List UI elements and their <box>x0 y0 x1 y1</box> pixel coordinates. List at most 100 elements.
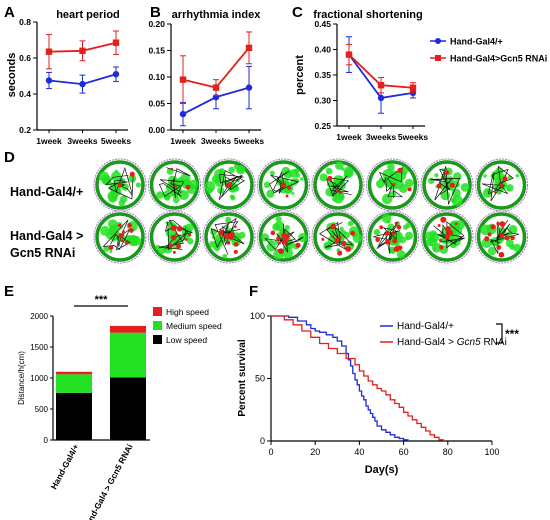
well-track-speck <box>376 179 385 189</box>
well-fast-speck <box>280 182 287 188</box>
well-track-speck <box>434 173 439 178</box>
well-track-speck <box>299 177 304 181</box>
panel-e-ylabel: Distance/h(cm) <box>17 351 26 405</box>
legend-marker-blue <box>435 38 441 44</box>
well-fast-speck <box>117 182 123 188</box>
well-track-speck <box>450 197 457 204</box>
well-fast-speck <box>439 245 444 250</box>
well-track-speck <box>266 242 276 252</box>
well-track-speck <box>405 231 414 240</box>
well-track-speck <box>101 174 112 185</box>
well-track-speck <box>453 172 462 181</box>
well-fast-speck <box>487 232 492 237</box>
panel-a-point <box>79 47 86 54</box>
well-fast-speck <box>278 248 285 255</box>
well-fast-speck <box>176 243 182 249</box>
well-fast-speck <box>172 250 176 254</box>
well-fast-speck <box>397 167 403 173</box>
well-fast-speck <box>498 251 505 258</box>
panel-f-xtick-label: 40 <box>354 447 364 457</box>
well-edge-track <box>476 212 527 262</box>
panel-b-xtick-label: 1week <box>170 136 196 146</box>
well-track-speck <box>156 191 164 199</box>
well-track-speck <box>204 181 216 192</box>
legend-label-control: Hand-Gal4/+ <box>450 37 503 47</box>
well-track-speck <box>118 199 126 207</box>
well-track-speck <box>373 228 381 236</box>
well-fast-speck <box>499 221 506 227</box>
panel-e-ytick-label: 1500 <box>30 343 48 352</box>
panel-f-ylabel: Percent survival <box>237 339 248 416</box>
panel-c-ytick-label: 0.30 <box>314 96 331 106</box>
legend-marker-red <box>435 55 441 61</box>
legend-label-low: Low speed <box>166 335 207 345</box>
well-fast-speck <box>168 243 173 248</box>
well-fast-speck <box>276 236 281 241</box>
significance-label-f: *** <box>505 327 519 341</box>
well-track-speck <box>261 233 270 242</box>
well-fast-speck <box>496 245 502 250</box>
well-track-path <box>158 167 191 199</box>
well-fast-speck <box>108 245 114 250</box>
well-track-speck <box>506 184 514 192</box>
well-track-speck <box>272 223 280 231</box>
well-fast-speck <box>175 232 178 236</box>
well-fast-speck <box>295 242 301 248</box>
well-fast-speck <box>436 183 442 189</box>
panel-a-xtick-label: 5weeks <box>101 136 132 146</box>
panel-f-ytick-label: 0 <box>260 436 265 446</box>
well-track-speck <box>229 194 235 199</box>
well-fast-speck <box>340 240 347 247</box>
well-track-speck <box>381 193 393 205</box>
panel-d-wells <box>93 158 528 264</box>
well-fast-speck <box>490 224 496 230</box>
well-fast-speck <box>129 228 134 233</box>
well-fast-speck <box>331 235 335 238</box>
legend-swatch-medium <box>153 321 162 330</box>
well-fast-speck <box>375 237 380 243</box>
well-fast-speck <box>127 222 132 228</box>
well-track-speck <box>111 171 122 182</box>
well-track-speck <box>217 187 225 194</box>
panel-f-xtick-label: 0 <box>268 447 273 457</box>
well-track-path <box>378 167 404 199</box>
panel-label-b: B <box>150 4 161 21</box>
panel-d-row2-label: Hand-Gal4 > Gcn5 RNAi <box>10 229 83 260</box>
panel-a-point <box>112 39 120 46</box>
well-track-speck <box>460 182 470 192</box>
well-fast-speck <box>277 241 281 245</box>
panel-c-chart: 0.25 0.30 0.35 0.40 0.45 1week 3weeks 5weeks <box>314 19 428 142</box>
well-fast-speck <box>484 236 490 242</box>
well-fast-speck <box>391 232 396 236</box>
panel-c-ytick-label: 0.35 <box>314 70 331 80</box>
well-track-speck <box>182 224 188 230</box>
well-fast-speck <box>510 235 515 241</box>
well-fast-speck <box>494 191 497 194</box>
well-track-speck <box>291 191 295 195</box>
well-track-path <box>373 221 401 254</box>
well-track-speck <box>455 220 465 230</box>
panel-e-bar-segment <box>56 374 92 393</box>
well-track-speck <box>263 181 271 189</box>
well-track-speck <box>225 216 232 223</box>
well-track-speck <box>222 253 228 259</box>
well-edge-track <box>367 160 418 210</box>
well-fast-speck <box>438 238 442 242</box>
well-track-speck <box>483 174 487 178</box>
well-fast-speck <box>124 240 129 245</box>
well-track-speck <box>396 249 406 259</box>
panel-a-point <box>45 77 53 84</box>
well-fast-speck <box>334 237 340 243</box>
well-track-speck <box>282 247 293 259</box>
panel-c-xtick-label: 1week <box>336 132 362 142</box>
well-track-speck <box>293 168 300 174</box>
well-edge-track <box>258 160 309 210</box>
well-fast-speck <box>234 225 237 229</box>
well-fast-speck <box>454 222 458 226</box>
well-track-speck <box>341 167 345 171</box>
panel-e-ytick-label: 2000 <box>30 312 48 321</box>
well-edge-track <box>422 212 472 262</box>
legend-label-high: High speed <box>166 307 209 317</box>
panel-c-ylabel: percent <box>294 55 306 95</box>
panel-c-ytick-label: 0.40 <box>314 45 331 55</box>
